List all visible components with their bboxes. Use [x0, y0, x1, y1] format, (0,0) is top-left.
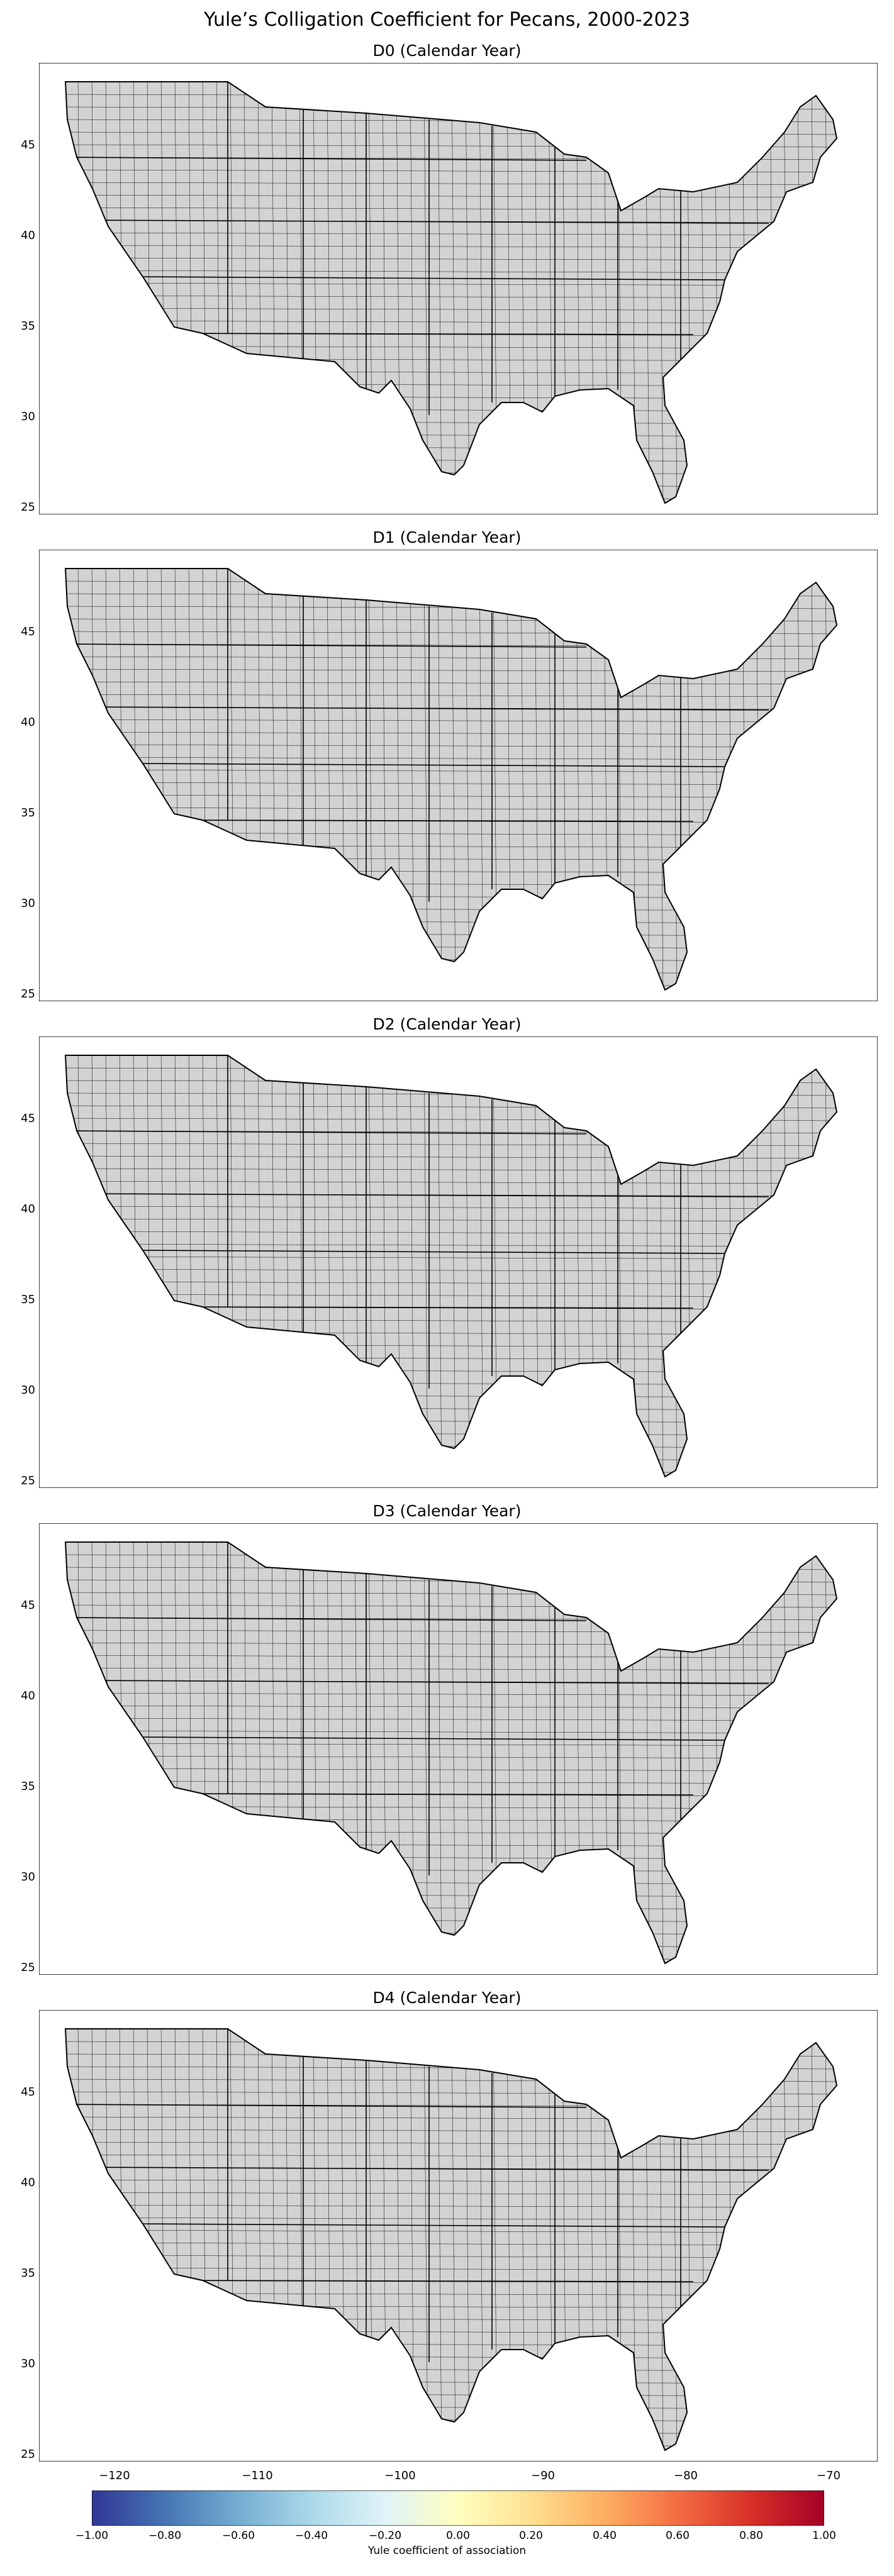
y-tick-label: 45 [21, 2085, 35, 2099]
us-land [65, 82, 837, 503]
y-tick-label: 30 [21, 1384, 35, 1397]
panel-title-d2: D2 (Calendar Year) [372, 1015, 522, 1033]
y-tick-label: 40 [21, 229, 35, 242]
y-tick-label: 45 [21, 1599, 35, 1612]
y-tick-label: 30 [21, 410, 35, 423]
map-svg [39, 63, 878, 514]
panel-title-d1: D1 (Calendar Year) [372, 528, 522, 547]
y-tick-label: 30 [21, 2357, 35, 2370]
colorbar-tick-label: −0.80 [148, 2529, 182, 2542]
x-tick-label: −70 [817, 2469, 841, 2482]
y-tick-label: 35 [21, 2267, 35, 2280]
colorbar-tick-label: 0.40 [593, 2529, 617, 2542]
us-land [65, 2029, 837, 2450]
map-svg [39, 1036, 878, 1488]
colorbar-tick-label: −0.40 [294, 2529, 328, 2542]
panel-title-d4: D4 (Calendar Year) [372, 1989, 522, 2007]
y-tick-label: 40 [21, 1202, 35, 1216]
panel-title-d3: D3 (Calendar Year) [372, 1502, 522, 1520]
colorbar-tick-label: −1.00 [75, 2529, 109, 2542]
x-tick-label: −90 [531, 2469, 555, 2482]
y-tick-label: 45 [21, 625, 35, 638]
y-tick-label: 30 [21, 1870, 35, 1884]
colorbar-tick-label: 0.20 [519, 2529, 543, 2542]
us-outline [64, 1541, 838, 1965]
us-outline [64, 81, 838, 504]
y-tick-label: 25 [21, 1474, 35, 1487]
map-panel-d4 [39, 2010, 878, 2462]
y-tick-label: 40 [21, 716, 35, 729]
x-tick-label: −80 [674, 2469, 698, 2482]
us-land [65, 1542, 837, 1963]
colorbar-tick-label: 0.60 [666, 2529, 690, 2542]
panel-title-d0: D0 (Calendar Year) [372, 42, 522, 60]
colorbar-tick-label: 0.00 [446, 2529, 470, 2542]
x-tick-label: −100 [384, 2469, 416, 2482]
y-tick-label: 45 [21, 138, 35, 152]
y-tick-label: 40 [21, 2176, 35, 2189]
map-panel-d3 [39, 1523, 878, 1975]
colorbar [92, 2490, 824, 2526]
y-tick-label: 35 [21, 319, 35, 333]
colorbar-tick-label: −0.20 [368, 2529, 402, 2542]
x-tick-label: −120 [99, 2469, 130, 2482]
y-tick-label: 25 [21, 987, 35, 1001]
y-tick-label: 40 [21, 1689, 35, 1702]
map-svg [39, 1523, 878, 1975]
colorbar-label: Yule coefficient of association [367, 2545, 527, 2557]
us-land [65, 1055, 837, 1477]
us-outline [64, 2028, 838, 2451]
colorbar-tick-label: 0.80 [739, 2529, 763, 2542]
y-tick-label: 30 [21, 897, 35, 910]
us-outline [64, 1055, 838, 1478]
x-tick-label: −110 [242, 2469, 273, 2482]
map-svg [39, 2010, 878, 2462]
y-tick-label: 35 [21, 806, 35, 819]
us-outline [64, 568, 838, 991]
y-tick-label: 25 [21, 501, 35, 514]
colorbar-tick-label: −0.60 [221, 2529, 255, 2542]
y-tick-label: 25 [21, 2448, 35, 2461]
y-tick-label: 45 [21, 1112, 35, 1125]
y-tick-label: 35 [21, 1293, 35, 1306]
map-panel-d1 [39, 550, 878, 1001]
map-svg [39, 550, 878, 1001]
y-tick-label: 35 [21, 1780, 35, 1793]
figure-title: Yule’s Colligation Coefficient for Pecan… [204, 9, 690, 31]
y-tick-label: 25 [21, 1961, 35, 1974]
us-land [65, 569, 837, 990]
map-panel-d2 [39, 1036, 878, 1488]
colorbar-tick-label: 1.00 [812, 2529, 836, 2542]
map-panel-d0 [39, 63, 878, 514]
